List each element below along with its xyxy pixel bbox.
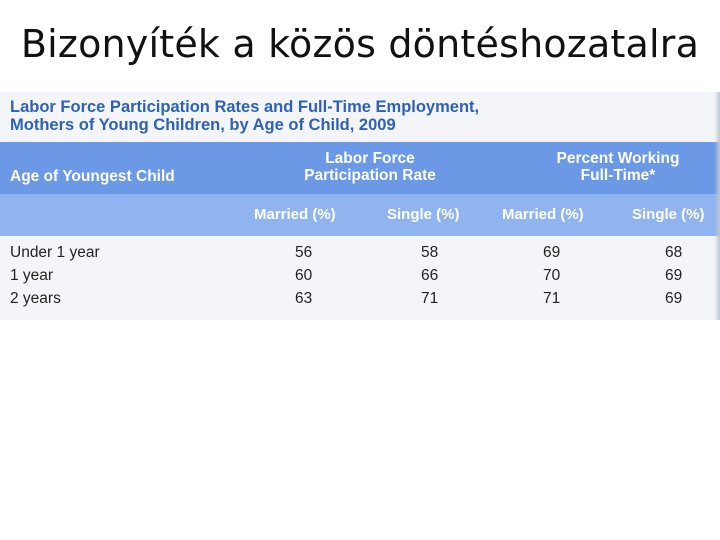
cell-lfpr-married: 56 <box>295 244 313 261</box>
cell-ft-married: 69 <box>543 244 561 261</box>
cell-lfpr-single: 66 <box>421 267 439 284</box>
cell-ft-married: 70 <box>543 267 561 284</box>
slide-title: Bizonyíték a közös döntéshozatalra <box>20 22 700 66</box>
table-row: 2 years 63 71 71 69 <box>0 290 720 312</box>
header-labor-force-participation-rate: Labor Force Participation Rate <box>270 150 470 184</box>
cell-age: Under 1 year <box>10 244 100 261</box>
table-title-line-2: Mothers of Young Children, by Age of Chi… <box>10 116 396 134</box>
header-lfpr-line-2: Participation Rate <box>304 167 436 184</box>
cell-lfpr-single: 58 <box>421 244 439 261</box>
cell-age: 1 year <box>10 267 54 284</box>
header-age-of-youngest-child: Age of Youngest Child <box>10 168 175 185</box>
cell-ft-single: 69 <box>665 267 683 284</box>
cell-lfpr-single: 71 <box>421 290 439 307</box>
subheader-lfpr-single: Single (%) <box>387 206 460 223</box>
header-percent-working-full-time: Percent Working Full-Time* <box>518 150 718 184</box>
header-band-sub <box>0 194 720 236</box>
subheader-ft-married: Married (%) <box>502 206 584 223</box>
cell-ft-single: 69 <box>665 290 683 307</box>
subheader-ft-single: Single (%) <box>632 206 705 223</box>
cell-lfpr-married: 63 <box>295 290 313 307</box>
header-lfpr-line-1: Labor Force <box>325 150 415 167</box>
table-title-line-1: Labor Force Participation Rates and Full… <box>10 98 480 116</box>
page-edge-shadow <box>714 92 720 320</box>
header-band-top <box>0 142 720 194</box>
header-pwft-line-2: Full-Time* <box>580 167 656 184</box>
cell-ft-married: 71 <box>543 290 561 307</box>
table-row: 1 year 60 66 70 69 <box>0 267 720 289</box>
cell-ft-single: 68 <box>665 244 683 261</box>
cell-lfpr-married: 60 <box>295 267 313 284</box>
scanned-table-image: Labor Force Participation Rates and Full… <box>0 92 720 320</box>
header-pwft-line-1: Percent Working <box>556 150 680 167</box>
cell-age: 2 years <box>10 290 61 307</box>
subheader-lfpr-married: Married (%) <box>254 206 336 223</box>
table-title: Labor Force Participation Rates and Full… <box>10 98 479 134</box>
table-row: Under 1 year 56 58 69 68 <box>0 244 720 266</box>
